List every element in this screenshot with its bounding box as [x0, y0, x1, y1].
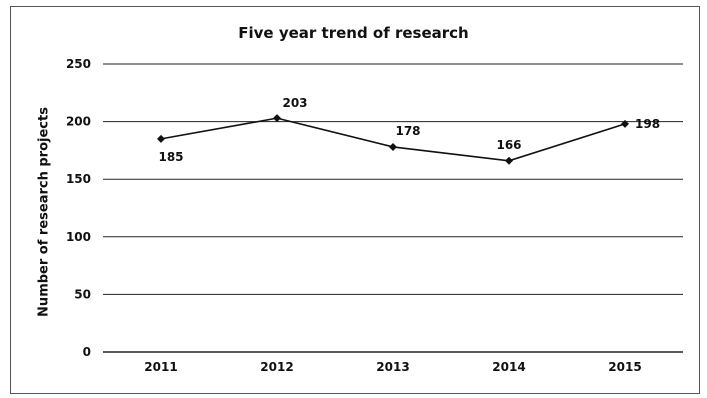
data-point-marker [273, 114, 281, 123]
series-line [157, 114, 629, 165]
x-tick-label: 2014 [492, 360, 525, 374]
gridlines [103, 63, 683, 353]
data-label: 198 [635, 117, 660, 131]
data-label: 203 [282, 96, 307, 110]
x-axis-ticks: 2011 2012 2013 2014 2015 [144, 360, 641, 374]
data-label: 178 [395, 124, 420, 138]
y-tick-label: 0 [83, 345, 91, 359]
data-point-marker [157, 134, 165, 143]
y-tick-label: 100 [66, 230, 91, 244]
data-labels: 185 203 178 166 198 [158, 96, 660, 164]
y-tick-label: 250 [66, 57, 91, 71]
data-label: 166 [496, 138, 521, 152]
y-tick-label: 200 [66, 115, 91, 129]
y-axis-ticks: 0 50 100 150 200 250 [66, 57, 91, 359]
x-tick-label: 2013 [376, 360, 409, 374]
y-tick-label: 50 [74, 287, 91, 301]
x-tick-label: 2012 [260, 360, 293, 374]
data-point-marker [505, 156, 513, 165]
data-label: 185 [158, 150, 183, 164]
y-tick-label: 150 [66, 172, 91, 186]
chart-frame [10, 6, 700, 394]
data-point-marker [389, 142, 397, 151]
series-line-path [160, 117, 626, 162]
chart-title: Five year trend of research [238, 24, 469, 42]
x-tick-label: 2011 [144, 360, 177, 374]
x-tick-label: 2015 [608, 360, 641, 374]
data-point-marker [621, 119, 629, 128]
